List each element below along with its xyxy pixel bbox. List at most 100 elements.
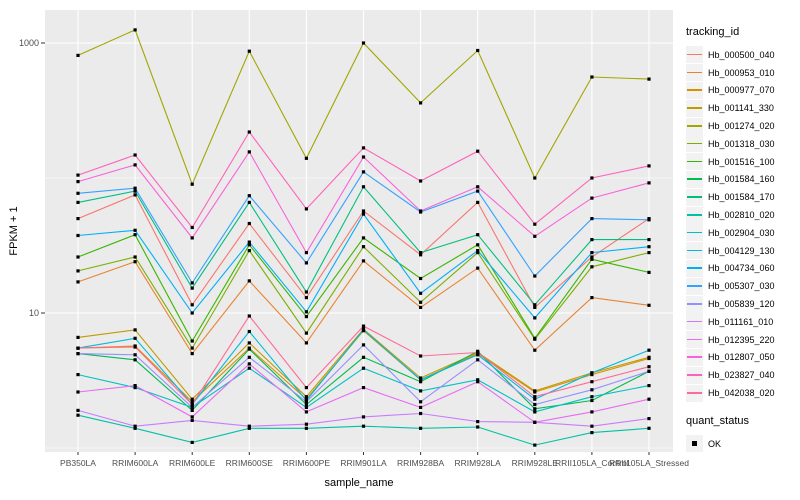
legend-item-Hb_004129_130: Hb_004129_130 bbox=[686, 242, 798, 260]
data-point bbox=[590, 380, 594, 384]
data-point bbox=[304, 296, 308, 300]
data-point bbox=[647, 397, 651, 401]
legend-key-swatch bbox=[686, 188, 703, 206]
data-point bbox=[247, 150, 251, 154]
data-point bbox=[190, 397, 194, 401]
data-point bbox=[476, 189, 480, 193]
data-point bbox=[133, 153, 137, 157]
legend-label: Hb_001141_330 bbox=[708, 103, 774, 114]
legend-key-line bbox=[687, 71, 702, 74]
legend-key-swatch bbox=[686, 242, 703, 260]
data-point bbox=[647, 384, 651, 388]
legend-item-Hb_000953_010: Hb_000953_010 bbox=[686, 64, 798, 82]
data-point bbox=[419, 376, 423, 380]
data-point bbox=[361, 146, 366, 150]
data-point bbox=[361, 41, 366, 45]
data-point bbox=[533, 407, 537, 411]
data-point bbox=[247, 279, 251, 283]
data-point bbox=[190, 402, 194, 407]
legend-key-swatch bbox=[686, 277, 703, 295]
data-point bbox=[476, 200, 480, 204]
data-point bbox=[590, 371, 594, 375]
data-point bbox=[190, 311, 194, 315]
data-point bbox=[247, 240, 251, 244]
legend-item-Hb_001584_170: Hb_001584_170 bbox=[686, 188, 798, 206]
data-point bbox=[361, 386, 366, 390]
x-tick-label-RRIM928LA: RRIM928LA bbox=[454, 458, 501, 468]
data-point bbox=[247, 341, 251, 345]
data-point bbox=[419, 276, 423, 281]
legend-key-swatch bbox=[686, 331, 703, 349]
legend-key-swatch bbox=[686, 295, 703, 313]
legend-items: Hb_000500_040 Hb_000953_010 Hb_000977_070 H… bbox=[686, 46, 798, 402]
data-point bbox=[419, 411, 423, 416]
y-axis-title: FPKM + 1 bbox=[8, 206, 20, 256]
data-point bbox=[590, 176, 594, 180]
data-point bbox=[647, 369, 651, 373]
legend-key-swatch bbox=[686, 384, 703, 402]
x-tick-label-RRIM928LE: RRIM928LE bbox=[511, 458, 558, 468]
legend-label: Hb_004129_130 bbox=[708, 245, 775, 256]
data-point bbox=[133, 255, 137, 259]
legend-key-line bbox=[687, 89, 702, 92]
data-point bbox=[419, 251, 423, 255]
legend-key-line bbox=[687, 267, 702, 270]
legend: tracking_id Hb_000500_040 Hb_000953_010 Hb… bbox=[686, 26, 798, 453]
data-point bbox=[304, 261, 308, 265]
legend-key-line bbox=[687, 125, 702, 127]
legend-title-tracking-id: tracking_id bbox=[686, 26, 740, 38]
legend-key-point bbox=[692, 441, 697, 446]
y-tick-label-10: 10 bbox=[28, 308, 39, 318]
data-point bbox=[247, 329, 251, 334]
legend-item-Hb_000500_040: Hb_000500_040 bbox=[686, 46, 798, 64]
legend-key-line bbox=[687, 356, 702, 359]
data-point bbox=[476, 380, 480, 384]
data-point bbox=[190, 405, 194, 409]
data-point bbox=[590, 431, 594, 435]
x-tick-label-RRII105LA_Control: RRII105LA_Control bbox=[555, 458, 629, 468]
legend-item-Hb_004734_060: Hb_004734_060 bbox=[686, 259, 798, 278]
legend-item-Hb_042038_020: Hb_042038_020 bbox=[686, 384, 798, 402]
data-point bbox=[76, 335, 80, 339]
data-point bbox=[190, 408, 194, 412]
legend-item-Hb_002810_020: Hb_002810_020 bbox=[686, 206, 798, 224]
data-point bbox=[361, 212, 366, 216]
legend-key-line bbox=[687, 107, 702, 109]
legend-label: Hb_004734_060 bbox=[708, 263, 775, 274]
data-point bbox=[419, 179, 423, 183]
data-point bbox=[190, 303, 194, 307]
legend-key-line bbox=[687, 249, 702, 252]
legend-item-Hb_011161_010: Hb_011161_010 bbox=[686, 313, 798, 331]
data-point bbox=[76, 408, 80, 412]
data-point bbox=[419, 380, 423, 384]
data-point bbox=[647, 426, 651, 430]
legend-item-Hb_005307_030: Hb_005307_030 bbox=[686, 277, 798, 295]
data-point bbox=[304, 331, 308, 335]
data-point bbox=[133, 233, 137, 237]
legend-label: OK bbox=[708, 438, 722, 449]
data-point bbox=[247, 424, 251, 428]
data-point bbox=[533, 234, 537, 238]
data-point bbox=[533, 222, 537, 226]
data-point bbox=[590, 255, 594, 259]
data-point bbox=[590, 265, 594, 269]
data-point bbox=[76, 413, 80, 417]
legend-item-Hb_023827_040: Hb_023827_040 bbox=[686, 366, 798, 384]
data-point bbox=[190, 352, 194, 356]
data-point bbox=[647, 348, 651, 352]
data-point bbox=[76, 255, 80, 259]
data-point bbox=[533, 336, 537, 340]
data-point bbox=[590, 373, 594, 377]
data-point bbox=[190, 440, 194, 444]
legend-label: Hb_042038_020 bbox=[708, 388, 775, 399]
data-point bbox=[190, 346, 194, 350]
data-point bbox=[304, 156, 308, 160]
legend-key-line bbox=[687, 196, 702, 198]
data-point bbox=[476, 48, 480, 53]
data-point bbox=[590, 257, 594, 261]
y-tick-label-1000: 1000 bbox=[18, 38, 39, 48]
data-point bbox=[533, 305, 537, 309]
legend-label: Hb_005839_120 bbox=[708, 299, 775, 310]
